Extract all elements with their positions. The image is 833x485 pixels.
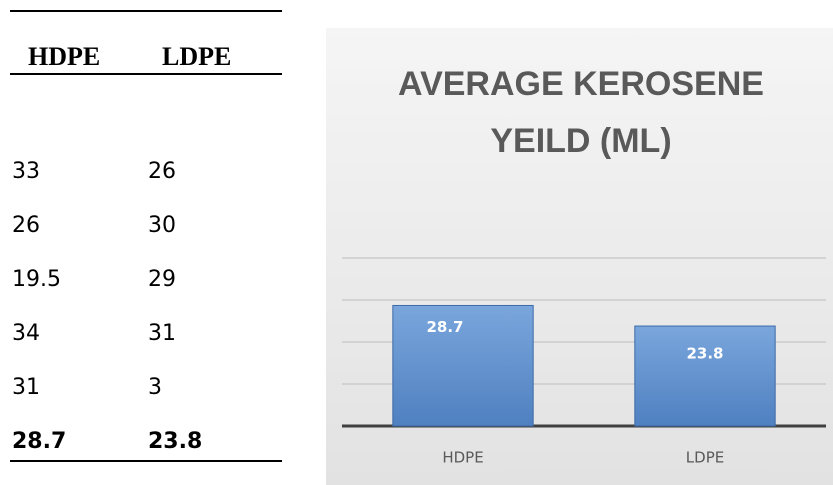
table-cell: 31 <box>12 375 40 400</box>
chart: HDPE 28.7 LDPE 23.8 <box>342 257 826 467</box>
chart-panel: AVERAGE KEROSENE YEILD (ML) HDPE 28.7 LDPE… <box>326 28 833 485</box>
bar <box>634 325 776 427</box>
table-cell: 30 <box>148 213 176 238</box>
bar <box>392 304 534 427</box>
header-rule <box>10 73 282 75</box>
table-cell: 26 <box>148 159 176 184</box>
column-header: LDPE <box>162 42 232 71</box>
table-cell: 29 <box>148 267 176 292</box>
x-tick-label: HDPE <box>442 449 483 467</box>
x-tick-label: LDPE <box>686 449 724 467</box>
table-cell: 31 <box>148 321 176 346</box>
chart-title: AVERAGE KEROSENE YEILD (ML) <box>398 65 764 160</box>
value-label: 23.8 <box>686 345 723 363</box>
table-cell: 33 <box>12 159 40 184</box>
table-cell: 28.7 <box>12 429 67 454</box>
column-header: HDPE <box>28 42 101 71</box>
table-cell: 34 <box>12 321 40 346</box>
table-cell: 23.8 <box>148 429 203 454</box>
table-cell: 19.5 <box>12 267 61 292</box>
data-table: HDPE LDPE 33 26 26 30 19.5 29 34 31 31 3 28.7 23.8 <box>10 10 282 462</box>
value-label: 28.7 <box>426 318 463 336</box>
table-cell: 26 <box>12 213 40 238</box>
table-cell: 3 <box>148 375 162 400</box>
